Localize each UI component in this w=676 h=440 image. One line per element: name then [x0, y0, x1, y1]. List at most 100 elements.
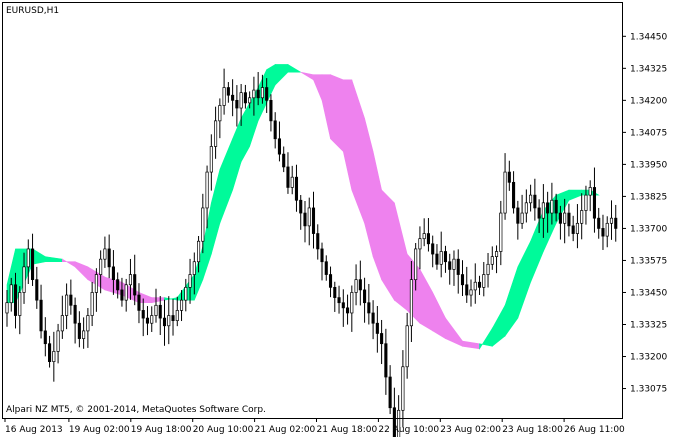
candle [473, 263, 477, 304]
time-tick-label: 21 Aug 18:00 [317, 425, 378, 435]
candle-body [260, 87, 264, 99]
candle [503, 153, 507, 220]
candle [554, 193, 558, 222]
candle [558, 205, 562, 240]
candle-body [563, 212, 567, 224]
candle [65, 283, 69, 330]
candle [614, 204, 618, 242]
candle-body [77, 322, 81, 339]
candle [69, 279, 73, 315]
candle [294, 164, 299, 212]
candle-body [401, 366, 405, 411]
candle [584, 185, 588, 225]
time-axis[interactable]: 16 Aug 2013 19 Aug 02:00 19 Aug 18:00 20 Au… [4, 418, 625, 435]
candle [158, 296, 162, 335]
candle-body [86, 315, 90, 332]
candle-body [22, 266, 26, 293]
candle-body [299, 199, 303, 214]
candle [592, 167, 597, 233]
candle-body [307, 207, 311, 227]
candle-body [192, 261, 196, 275]
candle [150, 306, 154, 332]
candle-body [154, 304, 158, 316]
candle [188, 258, 192, 304]
candle-body [116, 279, 120, 291]
candle [367, 283, 371, 325]
time-tick-label: 19 Aug 02:00 [69, 425, 130, 435]
candle [529, 184, 533, 212]
candle-body [346, 307, 350, 314]
candle-body [482, 274, 486, 288]
candle-body [537, 207, 541, 219]
candle [575, 204, 579, 249]
candle-body [554, 199, 558, 214]
candle [56, 323, 60, 364]
candle-body [277, 138, 281, 155]
candle-body [52, 351, 56, 362]
candle-body [614, 217, 618, 229]
candle-body [533, 194, 537, 209]
candle-body [209, 146, 213, 173]
candle-body [358, 279, 362, 291]
candle-body [69, 294, 73, 306]
candle-body [443, 251, 448, 263]
price-axis[interactable]: 1.34450 1.34325 1.34200 1.34075 1.33950 1.338… [622, 32, 667, 395]
candle [456, 249, 460, 294]
candle [43, 317, 47, 357]
candle-body [231, 94, 235, 101]
candle-body [60, 315, 64, 332]
candle [214, 106, 218, 159]
candle [286, 152, 290, 194]
candle [580, 193, 584, 240]
candle-body [235, 99, 239, 109]
candle [60, 295, 64, 339]
candle-body [150, 315, 154, 324]
candle-body [18, 292, 22, 316]
candle-body [9, 284, 13, 304]
candle-body [197, 240, 201, 263]
candle [371, 300, 375, 340]
price-tick-label: 1.33950 [630, 160, 667, 170]
candle-body [171, 315, 175, 322]
candle [363, 277, 367, 323]
candle-body [311, 207, 316, 234]
candle [141, 298, 145, 337]
candle-body [145, 317, 150, 324]
candle-body [571, 225, 575, 234]
candle [333, 281, 337, 312]
candle-body [363, 289, 367, 304]
candle [111, 250, 115, 295]
candle [512, 171, 516, 214]
candle [601, 214, 605, 250]
candle-body [303, 212, 307, 227]
candle-body [26, 248, 30, 268]
candle [86, 308, 90, 348]
candle [460, 260, 465, 296]
candle-body [167, 315, 171, 327]
candle-body [426, 233, 430, 245]
candle-body [137, 294, 141, 311]
candle-body [184, 287, 188, 301]
candle-body [609, 217, 614, 224]
candle [546, 191, 550, 233]
candle [73, 297, 77, 344]
candle-body [252, 89, 256, 99]
candle [328, 266, 333, 298]
candle-body [324, 261, 328, 275]
candle-body [111, 266, 115, 281]
candle [494, 245, 499, 274]
candle [107, 234, 111, 279]
plot-frame [2, 2, 623, 419]
candle-body [435, 253, 439, 265]
candle-body [328, 274, 333, 288]
candle [431, 235, 435, 268]
candle-body [580, 210, 584, 224]
candle [103, 236, 107, 268]
candle [52, 331, 56, 382]
candle [346, 294, 350, 325]
candle [235, 85, 239, 127]
candle [435, 244, 439, 270]
candle [541, 184, 545, 238]
